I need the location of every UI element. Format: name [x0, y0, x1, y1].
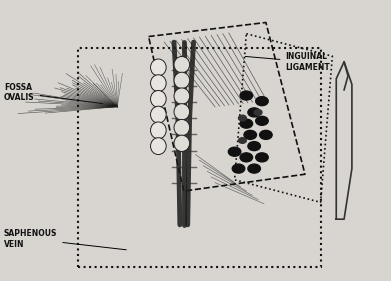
- Bar: [78, 48, 321, 267]
- Ellipse shape: [151, 59, 166, 76]
- Ellipse shape: [151, 75, 166, 92]
- Circle shape: [256, 97, 268, 106]
- Circle shape: [240, 91, 253, 100]
- Circle shape: [244, 130, 256, 139]
- Circle shape: [248, 142, 260, 151]
- Circle shape: [256, 116, 268, 125]
- Ellipse shape: [151, 90, 166, 107]
- Circle shape: [232, 164, 245, 173]
- Ellipse shape: [174, 56, 190, 73]
- Circle shape: [248, 164, 260, 173]
- Circle shape: [254, 110, 262, 115]
- Text: SAPHENOUS
VEIN: SAPHENOUS VEIN: [4, 229, 126, 250]
- Ellipse shape: [151, 106, 166, 123]
- Ellipse shape: [174, 119, 190, 136]
- Circle shape: [260, 130, 272, 139]
- Ellipse shape: [174, 72, 190, 89]
- Circle shape: [240, 119, 253, 128]
- Ellipse shape: [151, 138, 166, 155]
- Circle shape: [228, 147, 241, 156]
- Ellipse shape: [151, 122, 166, 139]
- Ellipse shape: [174, 135, 190, 151]
- Circle shape: [248, 108, 260, 117]
- Text: FOSSA
OVALIS: FOSSA OVALIS: [4, 83, 103, 104]
- Text: INGUINAL
LIGAMENT: INGUINAL LIGAMENT: [245, 52, 330, 72]
- Circle shape: [239, 115, 246, 121]
- Circle shape: [239, 138, 246, 143]
- Circle shape: [240, 153, 253, 162]
- Ellipse shape: [174, 104, 190, 120]
- Circle shape: [256, 153, 268, 162]
- Ellipse shape: [174, 88, 190, 104]
